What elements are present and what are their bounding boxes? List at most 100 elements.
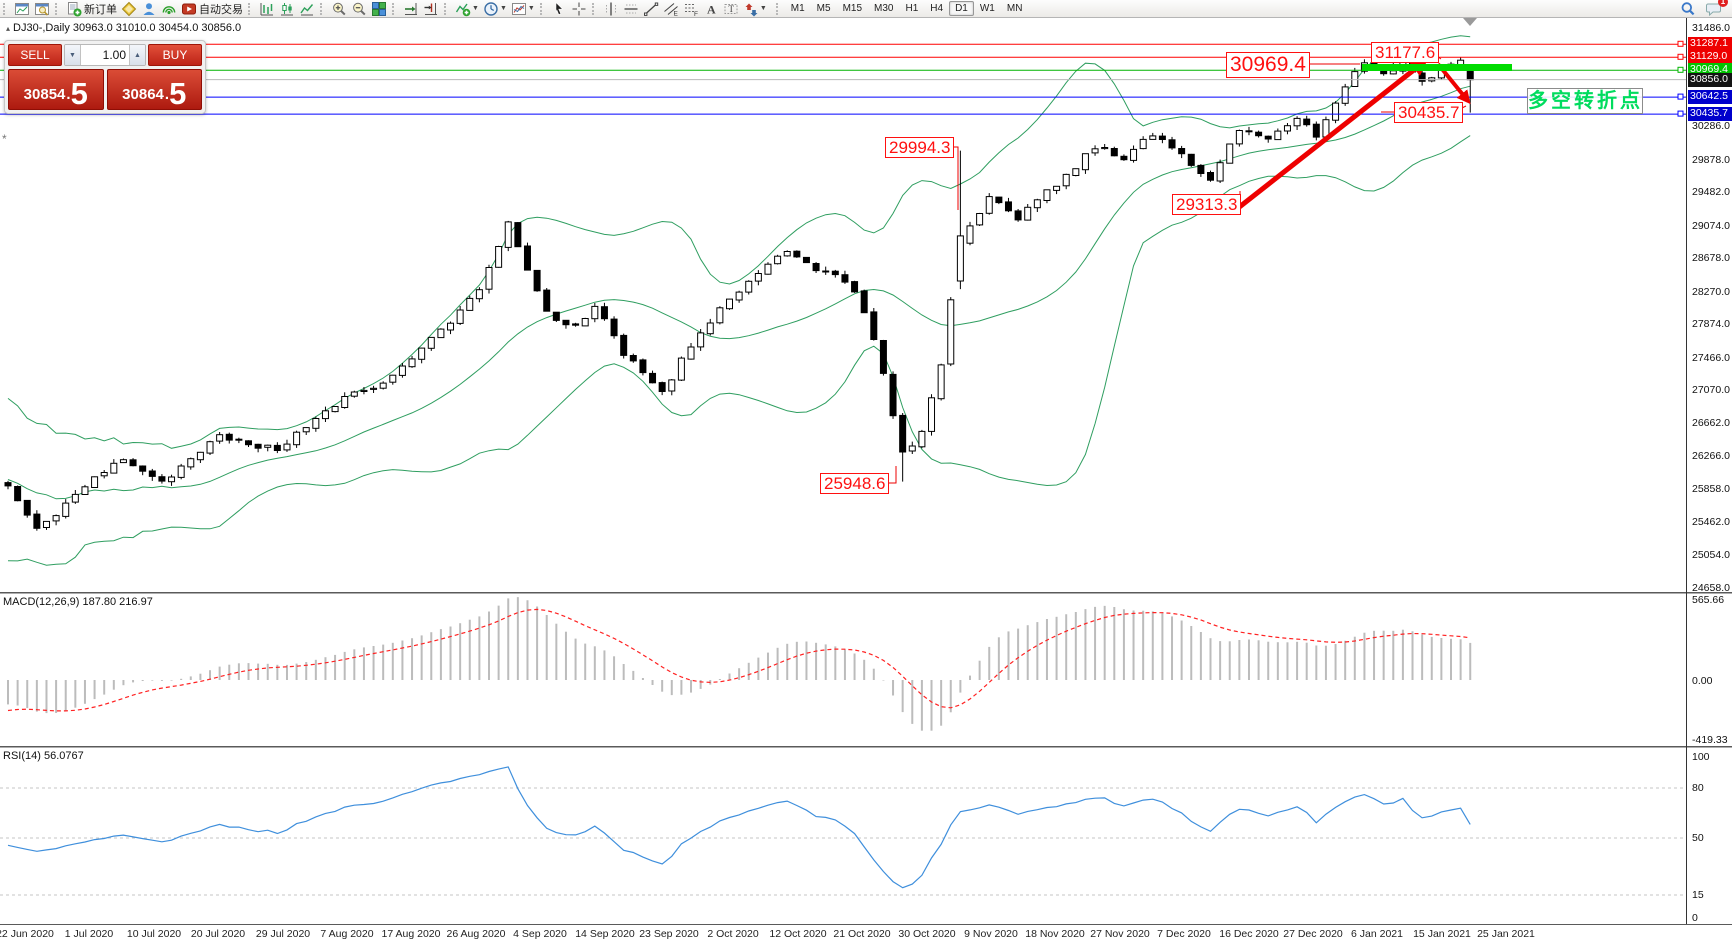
period-clock-button[interactable]: ▼ xyxy=(481,1,509,17)
price-tick: 27874.0 xyxy=(1692,318,1730,330)
toolbar-group-handle xyxy=(444,2,449,15)
price-annotation-29313.3: 29313.3 xyxy=(1172,194,1242,216)
symbol-ohlc-text: DJ30-,Daily 30963.0 31010.0 30454.0 3085… xyxy=(13,22,242,34)
date-tick: 22 Jun 2020 xyxy=(0,928,54,940)
price-tick: 28270.0 xyxy=(1692,286,1730,298)
price-tick: 24658.0 xyxy=(1692,582,1730,594)
auto-scroll-button[interactable] xyxy=(401,1,421,17)
rsi-axis-tick: 0 xyxy=(1692,912,1698,924)
new-order-label: 新订单 xyxy=(84,3,117,16)
toolbar-buttons: 新订单 自动交易 ▼ ▼ ▼ E F A T ▼ xyxy=(0,1,769,17)
price-tick: 29878.0 xyxy=(1692,154,1730,166)
chart-profile-button[interactable] xyxy=(32,1,52,17)
chart-shift-marker xyxy=(1463,18,1477,26)
buy-price-box[interactable]: 30864. 5 xyxy=(106,69,202,110)
search-icon xyxy=(1680,1,1696,17)
macd-axis-tick: 0.00 xyxy=(1692,675,1713,687)
date-tick: 16 Dec 2020 xyxy=(1219,928,1279,940)
new-order-button[interactable]: 新订单 xyxy=(64,1,119,17)
toolbar-group-handle xyxy=(392,2,397,15)
date-tick: 9 Nov 2020 xyxy=(964,928,1018,940)
buy-price-main: 30864 xyxy=(122,86,164,103)
sell-button[interactable]: SELL xyxy=(8,44,62,66)
signals-button[interactable] xyxy=(159,1,179,17)
channel-button[interactable]: E xyxy=(661,1,681,17)
template-icon xyxy=(511,1,527,17)
text-label-icon: T xyxy=(723,1,739,17)
trendline-icon xyxy=(643,1,659,17)
candlestick-button[interactable] xyxy=(277,1,297,17)
price-tick: 26266.0 xyxy=(1692,450,1730,462)
crosshair-button[interactable] xyxy=(569,1,589,17)
price-tick: 27466.0 xyxy=(1692,352,1730,364)
one-click-trading-panel: SELL ▼ ▲ BUY 30854.5 30864.5 xyxy=(4,40,206,114)
line-chart-icon xyxy=(299,1,315,17)
toolbar: 新订单 自动交易 ▼ ▼ ▼ E F A T ▼ M1 M5 M15 M30 H1 H4 D1 W1 MN 1 xyxy=(0,0,1732,18)
volume-input[interactable] xyxy=(81,45,129,65)
channel-icon: E xyxy=(663,1,679,17)
buy-button[interactable]: BUY xyxy=(148,44,202,66)
price-tick: 31486.0 xyxy=(1692,22,1730,34)
timeframe-m5[interactable]: M5 xyxy=(816,3,831,14)
toolbar-group-handle xyxy=(320,2,325,15)
date-tick: 26 Aug 2020 xyxy=(446,928,506,940)
cursor-button[interactable] xyxy=(549,1,569,17)
dropdown-caret-icon[interactable]: ▼ xyxy=(527,5,535,12)
date-tick: 15 Jan 2021 xyxy=(1413,928,1471,940)
price-tick: 28678.0 xyxy=(1692,252,1730,264)
line-chart-button[interactable] xyxy=(297,1,317,17)
price-line-badge: 30435.7 xyxy=(1688,107,1732,121)
dropdown-caret-icon[interactable]: ▼ xyxy=(499,5,507,12)
trendline-button[interactable] xyxy=(641,1,661,17)
bar-chart-icon xyxy=(259,1,275,17)
add-indicator-button[interactable]: ▼ xyxy=(453,1,481,17)
search-icon[interactable] xyxy=(1678,1,1698,17)
support-zone-bar xyxy=(1362,64,1512,71)
hline-button[interactable] xyxy=(621,1,641,17)
timeframe-d1[interactable]: D1 xyxy=(949,1,974,16)
volume-increase-button[interactable]: ▲ xyxy=(129,45,145,65)
bollinger-lower-band xyxy=(7,135,1471,566)
text-button[interactable]: A xyxy=(701,1,721,17)
mql5-community-button[interactable] xyxy=(139,1,159,17)
svg-text:F: F xyxy=(694,11,698,17)
notifications-icon[interactable]: 1 xyxy=(1704,0,1728,17)
price-line-badge: 31129.0 xyxy=(1688,50,1732,64)
sell-price-box[interactable]: 30854. 5 xyxy=(8,69,104,110)
tile-windows-button[interactable] xyxy=(369,1,389,17)
zoom-in-icon xyxy=(331,1,347,17)
sell-price-big: 5 xyxy=(70,76,88,112)
rsi-axis-tick: 15 xyxy=(1692,889,1704,901)
chart-shift-button[interactable] xyxy=(421,1,441,17)
timeframe-m1[interactable]: M1 xyxy=(790,3,805,14)
dropdown-caret-icon[interactable]: ▼ xyxy=(759,5,767,12)
metaeditor-button[interactable] xyxy=(119,1,139,17)
bar-chart-button[interactable] xyxy=(257,1,277,17)
date-tick: 10 Jul 2020 xyxy=(126,928,182,940)
volume-decrease-button[interactable]: ▼ xyxy=(65,45,81,65)
timeframe-h1[interactable]: H1 xyxy=(905,3,919,14)
price-annotation-29994.3: 29994.3 xyxy=(885,137,955,159)
timeframe-w1[interactable]: W1 xyxy=(979,3,995,14)
arrows-button[interactable]: ▼ xyxy=(741,1,769,17)
vline-icon xyxy=(603,1,619,17)
price-line-badge: 31287.1 xyxy=(1688,37,1732,51)
template-button[interactable]: ▼ xyxy=(509,1,537,17)
toolbar-group-handle xyxy=(539,2,545,15)
timeframe-h4[interactable]: H4 xyxy=(930,3,944,14)
dropdown-caret-icon[interactable]: ▼ xyxy=(472,5,479,12)
period-clock-icon xyxy=(483,1,499,17)
zoom-out-button[interactable] xyxy=(349,1,369,17)
date-tick: 7 Dec 2020 xyxy=(1157,928,1211,940)
text-label-button[interactable]: T xyxy=(721,1,741,17)
autotrade-button[interactable]: 自动交易 xyxy=(179,1,245,17)
zoom-in-button[interactable] xyxy=(329,1,349,17)
timeframe-m15[interactable]: M15 xyxy=(842,3,863,14)
timeframe-m30[interactable]: M30 xyxy=(874,3,894,14)
vline-button[interactable] xyxy=(601,1,621,17)
fibonacci-button[interactable]: F xyxy=(681,1,701,17)
new-chart-button[interactable] xyxy=(12,1,32,17)
timeframe-mn[interactable]: MN xyxy=(1006,3,1023,14)
